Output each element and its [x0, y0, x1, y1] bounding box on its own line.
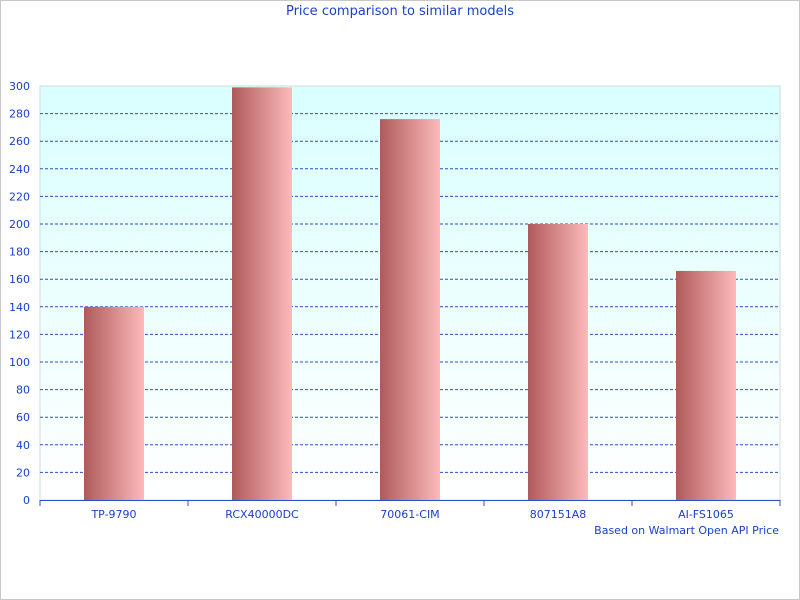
bar-807151A8: [528, 224, 588, 500]
y-tick-label: 40: [16, 439, 30, 452]
x-tick-label: RCX40000DC: [225, 508, 299, 521]
y-tick-label: 220: [9, 190, 30, 203]
x-tick-label: AI-FS1065: [678, 508, 734, 521]
bar-RCX40000DC: [232, 87, 292, 500]
y-tick-label: 300: [9, 80, 30, 93]
chart-title: Price comparison to similar models: [285, 4, 515, 19]
y-tick-label: 100: [9, 356, 30, 369]
x-tick-label: 807151A8: [530, 508, 587, 521]
y-tick-label: 260: [9, 135, 30, 148]
y-tick-label: 160: [9, 273, 30, 286]
y-tick-label: 180: [9, 246, 30, 259]
y-tick-label: 60: [16, 411, 30, 424]
y-tick-label: 0: [23, 494, 30, 507]
x-tick-label: 70061-CIM: [380, 508, 439, 521]
bar-AI-FS1065: [676, 270, 736, 500]
y-tick-label: 120: [9, 328, 30, 341]
y-tick-label: 280: [9, 108, 30, 121]
y-tick-label: 80: [16, 384, 30, 397]
y-tick-label: 200: [9, 218, 30, 231]
chart-source-note: Based on Walmart Open API Price: [594, 524, 779, 537]
x-tick-label: TP-9790: [90, 508, 136, 521]
y-tick-label: 140: [9, 301, 30, 314]
y-tick-label: 240: [9, 163, 30, 176]
bar-TP-9790: [84, 306, 144, 500]
y-tick-label: 20: [16, 466, 30, 479]
bar-70061-CIM: [380, 119, 440, 501]
